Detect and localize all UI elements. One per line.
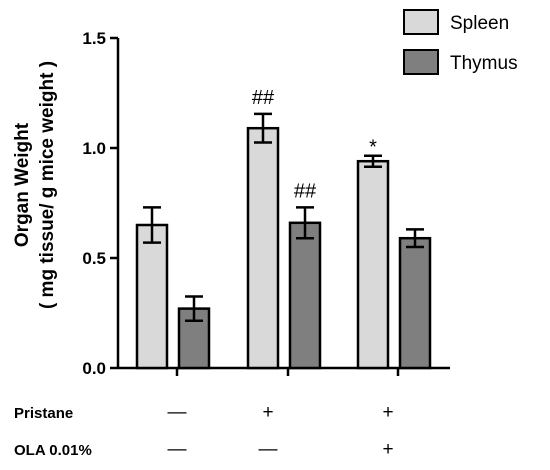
y-tick-label: 0.5 xyxy=(82,249,106,268)
y-tick-label: 1.0 xyxy=(82,139,106,158)
condition-mark: + xyxy=(262,402,273,423)
axes: 0.0 0.5 1.0 1.5 xyxy=(82,29,450,378)
legend-label: Thymus xyxy=(450,53,518,74)
significance-marker: * xyxy=(369,137,377,159)
condition-table: Pristane — + + OLA 0.01% — — + xyxy=(14,402,394,460)
legend-swatch-thymus xyxy=(403,49,439,75)
condition-mark: — xyxy=(168,402,187,423)
condition-label: Pristane xyxy=(14,405,73,422)
condition-mark: + xyxy=(382,439,393,460)
legend-swatch-spleen xyxy=(403,9,439,35)
bar-spleen xyxy=(135,223,169,370)
y-axis-label-line: ( mg tissue/ g mice weight ) xyxy=(37,61,58,309)
bar-spleen xyxy=(246,126,280,370)
legend: Spleen Thymus xyxy=(403,9,518,75)
bars: ## * ## xyxy=(135,87,432,370)
condition-mark: — xyxy=(259,439,278,460)
bar-spleen xyxy=(356,159,390,370)
bar-thymus xyxy=(398,236,432,370)
condition-mark: — xyxy=(168,439,187,460)
y-tick-label: 0.0 xyxy=(82,359,106,378)
condition-mark: + xyxy=(382,402,393,423)
y-tick-label: 1.5 xyxy=(82,29,106,48)
significance-marker: ## xyxy=(252,87,275,109)
legend-label: Spleen xyxy=(450,13,509,34)
significance-marker: ## xyxy=(294,180,317,202)
bar-thymus xyxy=(177,307,211,370)
y-axis-label: Organ Weight( mg tissue/ g mice weight ) xyxy=(12,61,58,309)
bar-thymus xyxy=(288,221,322,370)
condition-label: OLA 0.01% xyxy=(14,442,92,459)
y-axis-label-line: Organ Weight xyxy=(12,122,33,247)
